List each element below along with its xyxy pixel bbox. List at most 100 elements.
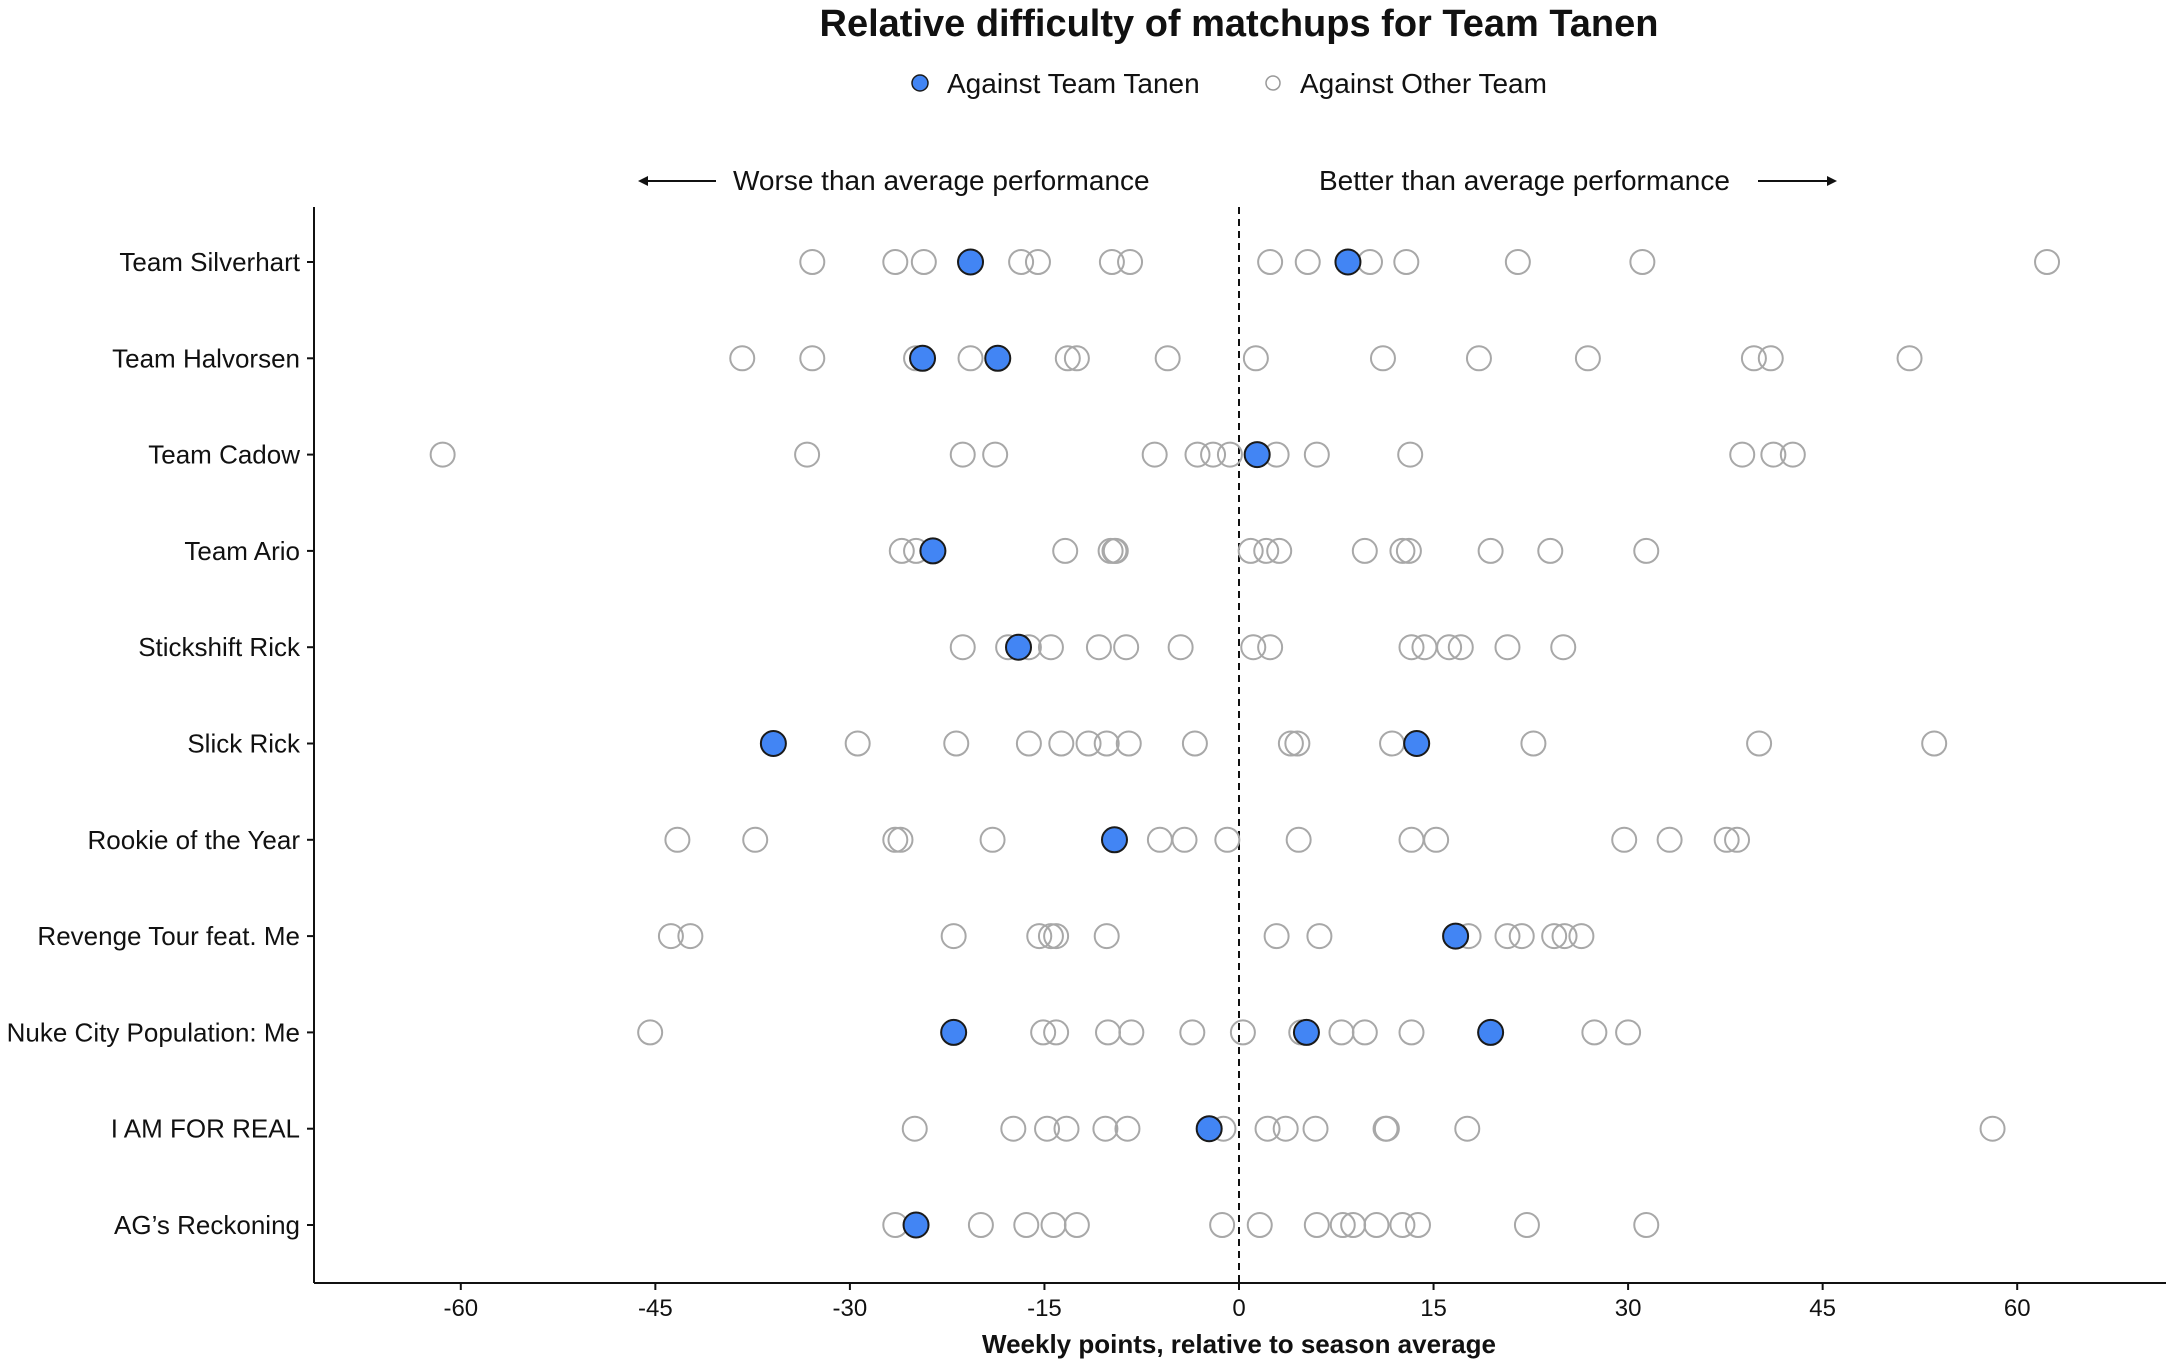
point-other-team: [1277, 730, 1304, 757]
point-other-team: [1146, 826, 1173, 853]
point-other-team: [1629, 249, 1656, 275]
point-other-team: [1436, 634, 1463, 661]
chart-title: Relative difficulty of matchups for Team…: [820, 3, 1659, 45]
y-tick-label: Nuke City Population: Me: [7, 1017, 300, 1047]
point-team-tanen: [940, 1018, 968, 1046]
point-other-team: [1154, 345, 1181, 372]
point-other-team: [1075, 730, 1102, 757]
right-arrowhead-icon: [1827, 176, 1837, 186]
point-other-team: [1504, 249, 1531, 275]
point-team-tanen: [902, 1211, 930, 1239]
point-other-team: [637, 1019, 664, 1046]
point-other-team: [1633, 1212, 1660, 1238]
point-other-team: [1656, 826, 1683, 853]
point-other-team: [1015, 730, 1042, 757]
point-other-team: [1373, 1115, 1400, 1142]
point-other-team: [1171, 826, 1198, 853]
point-other-team: [1329, 1212, 1356, 1238]
point-team-tanen: [1334, 248, 1362, 276]
point-other-team: [1200, 441, 1227, 468]
point-other-team: [1581, 1019, 1608, 1046]
y-tick-label: Rookie of the Year: [88, 825, 301, 855]
point-other-team: [1303, 441, 1330, 468]
point-other-team: [1043, 923, 1070, 950]
point-other-team: [1369, 345, 1396, 372]
x-tick-label: 45: [1809, 1295, 1836, 1322]
point-other-team: [1263, 923, 1290, 950]
point-other-team: [1447, 634, 1474, 661]
point-other-team: [1037, 923, 1064, 950]
point-other-team: [429, 441, 456, 468]
point-other-team: [910, 249, 937, 275]
point-other-team: [1896, 345, 1923, 372]
x-tick-label: 30: [1615, 1295, 1642, 1322]
point-other-team: [1633, 537, 1660, 564]
point-other-team: [1093, 730, 1120, 757]
point-other-team: [1114, 1115, 1141, 1142]
point-team-tanen: [1403, 730, 1431, 757]
point-other-team: [1757, 345, 1784, 372]
point-other-team: [1550, 634, 1577, 661]
point-other-team: [742, 826, 769, 853]
point-other-team: [1477, 537, 1504, 564]
point-other-team: [1395, 537, 1422, 564]
point-other-team: [799, 345, 826, 372]
point-other-team: [882, 826, 909, 853]
point-team-tanen: [1292, 1018, 1320, 1046]
point-other-team: [1034, 1115, 1061, 1142]
point-other-team: [1037, 634, 1064, 661]
point-other-team: [1063, 1212, 1090, 1238]
point-other-team: [882, 249, 909, 275]
point-other-team: [1389, 1212, 1416, 1238]
legend: Against Team Tanen Against Other Team: [911, 68, 1547, 99]
point-other-team: [1266, 537, 1293, 564]
x-tick-label: -45: [638, 1295, 673, 1322]
left-arrowhead-icon: [638, 176, 648, 186]
point-team-tanen: [1442, 922, 1470, 950]
point-other-team: [1740, 345, 1767, 372]
point-other-team: [1102, 537, 1129, 564]
point-other-team: [1537, 537, 1564, 564]
point-other-team: [1043, 1019, 1070, 1046]
point-team-tanen: [919, 537, 947, 565]
point-other-team: [957, 345, 984, 372]
point-other-team: [1052, 537, 1079, 564]
point-other-team: [1454, 1115, 1481, 1142]
legend-label-tanen: Against Team Tanen: [947, 68, 1200, 99]
point-other-team: [1184, 441, 1211, 468]
point-other-team: [888, 537, 915, 564]
point-other-team: [1181, 730, 1208, 757]
point-team-tanen: [1477, 1018, 1505, 1046]
point-other-team: [1054, 345, 1081, 372]
y-tick-label: Stickshift Rick: [138, 632, 301, 662]
point-other-team: [1520, 730, 1547, 757]
point-other-team: [1117, 249, 1144, 275]
point-team-tanen: [984, 344, 1012, 372]
point-other-team: [901, 1115, 928, 1142]
point-other-team: [949, 441, 976, 468]
point-other-team: [1030, 1019, 1057, 1046]
point-other-team: [1085, 634, 1112, 661]
x-axis-label: Weekly points, relative to season averag…: [982, 1329, 1496, 1359]
point-other-team: [1113, 634, 1140, 661]
x-tick-label: -30: [833, 1295, 868, 1322]
point-other-team: [664, 826, 691, 853]
point-other-team: [1724, 826, 1751, 853]
legend-label-other: Against Other Team: [1300, 68, 1547, 99]
y-tick-label: Team Silverhart: [119, 247, 300, 277]
point-other-team: [1240, 634, 1267, 661]
point-other-team: [1351, 1019, 1378, 1046]
x-tick-label: -60: [443, 1295, 478, 1322]
point-other-team: [967, 1212, 994, 1238]
y-tick-label: Revenge Tour feat. Me: [37, 921, 300, 951]
point-other-team: [1026, 923, 1053, 950]
point-other-team: [1541, 923, 1568, 950]
point-other-team: [1294, 249, 1321, 275]
point-other-team: [1302, 1115, 1329, 1142]
point-other-team: [1779, 441, 1806, 468]
legend-marker-tanen: [911, 74, 929, 92]
x-tick-label: 0: [1232, 1295, 1245, 1322]
point-other-team: [1979, 1115, 2006, 1142]
point-other-team: [1351, 537, 1378, 564]
